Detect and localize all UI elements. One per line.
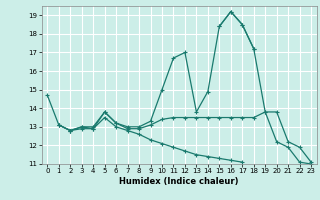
X-axis label: Humidex (Indice chaleur): Humidex (Indice chaleur) — [119, 177, 239, 186]
